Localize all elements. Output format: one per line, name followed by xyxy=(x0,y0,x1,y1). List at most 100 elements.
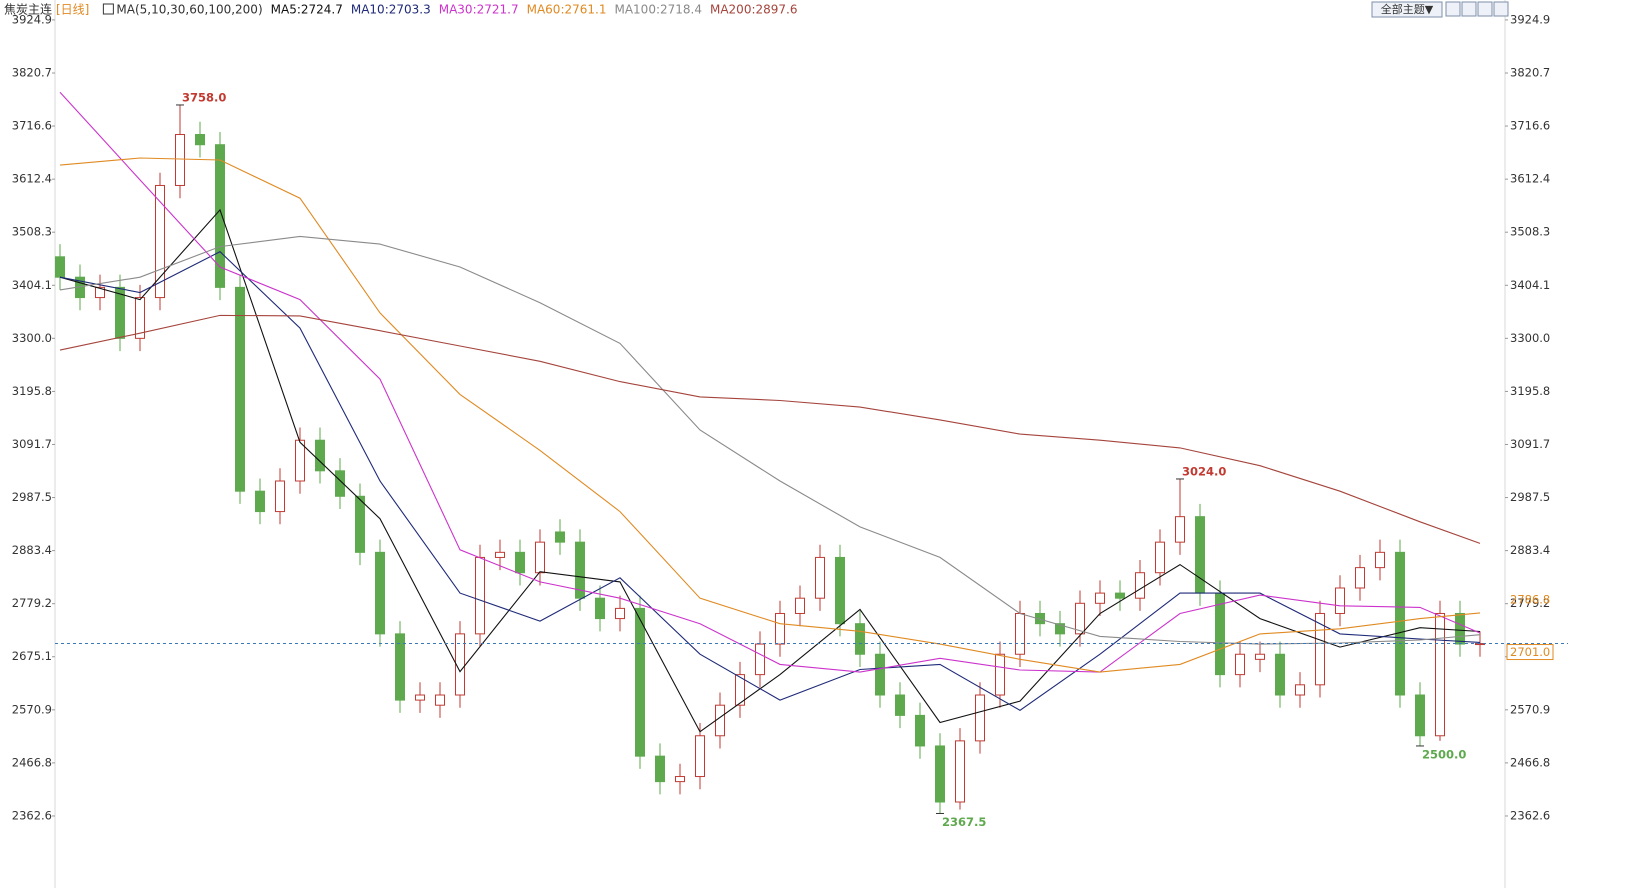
candle-body xyxy=(895,694,905,716)
candle-body xyxy=(1275,653,1285,696)
legend-entry: MA30:2721.7 xyxy=(439,3,519,17)
legend-entry: MA100:2718.4 xyxy=(614,3,702,17)
ma-line xyxy=(59,235,1481,645)
candle-body xyxy=(455,633,465,696)
y-tick-label: 3924.9 xyxy=(1510,12,1550,26)
candle-body xyxy=(55,256,65,278)
candle-body xyxy=(1055,623,1065,635)
y-tick-label: 3300.0 xyxy=(1510,331,1550,345)
y-tick-label: 3404.1 xyxy=(1510,278,1550,292)
y-tick-label: 2362.6 xyxy=(1510,808,1550,822)
candle-body xyxy=(715,704,725,737)
ma-line xyxy=(59,157,1481,673)
y-tick-label: 2570.9 xyxy=(1510,702,1550,716)
theme-button-label[interactable]: 全部主题▼ xyxy=(1381,2,1434,16)
candle-body xyxy=(495,551,505,558)
candle-body xyxy=(355,495,365,553)
candle-body xyxy=(1395,551,1405,696)
y-tick-label: 2675.1 xyxy=(12,649,52,663)
y-tick-label: 2466.8 xyxy=(1510,755,1550,769)
candle-body xyxy=(1035,612,1045,625)
candle-body xyxy=(815,556,825,599)
candle-body xyxy=(635,607,645,757)
last-price-box xyxy=(1506,644,1554,661)
candle-body xyxy=(775,612,785,645)
candle-body xyxy=(155,184,165,299)
y-tick-label: 3508.3 xyxy=(12,225,52,239)
last-price-label: 2701.0 xyxy=(1510,645,1550,659)
candle-body xyxy=(315,439,325,472)
candle-body xyxy=(835,556,845,625)
candle-body xyxy=(95,286,105,299)
candle-body xyxy=(955,740,965,803)
candle-body xyxy=(695,735,705,778)
candle-body xyxy=(575,541,585,599)
tool-icon[interactable] xyxy=(1461,1,1477,17)
theme-button[interactable] xyxy=(1371,1,1443,18)
candle-body xyxy=(675,776,685,783)
candle-body xyxy=(1095,592,1105,604)
y-tick-label: 2362.6 xyxy=(12,808,52,822)
candle-body xyxy=(995,653,1005,696)
y-tick-label: 2987.5 xyxy=(12,490,52,504)
candle-body xyxy=(1015,612,1025,655)
y-tick-label: 3404.1 xyxy=(12,278,52,292)
tool-icon[interactable] xyxy=(1477,1,1493,17)
y-tick-label: 2987.5 xyxy=(1510,490,1550,504)
candle-body xyxy=(295,439,305,482)
extreme-label: 2500.0 xyxy=(1422,747,1466,761)
y-tick-label: 3195.8 xyxy=(12,384,52,398)
extreme-label: 2367.5 xyxy=(942,815,986,829)
candle-body xyxy=(595,597,605,620)
candle-body xyxy=(275,480,285,513)
candle-body xyxy=(795,597,805,614)
candle-body xyxy=(1175,516,1185,543)
candle-body xyxy=(1195,516,1205,594)
candle-body xyxy=(195,134,205,146)
candle-body xyxy=(115,286,125,339)
candle-body xyxy=(975,694,985,742)
candle-body xyxy=(655,755,665,783)
candle-body xyxy=(435,694,445,706)
y-tick-label: 2779.2 xyxy=(1510,596,1550,610)
y-tick-label: 3820.7 xyxy=(12,66,52,80)
candle-body xyxy=(235,286,245,492)
extreme-label: 3024.0 xyxy=(1182,464,1226,478)
candle-body xyxy=(175,134,185,186)
candle-body xyxy=(1295,684,1305,696)
header: 焦炭主连 [日线] MA(5,10,30,60,100,200) MA5:2724… xyxy=(4,2,797,17)
y-tick-label: 3612.4 xyxy=(1510,172,1550,186)
candle-body xyxy=(1435,612,1445,737)
tool-icon[interactable] xyxy=(1493,1,1509,17)
candle-body xyxy=(395,633,405,701)
candle-body xyxy=(1075,602,1085,635)
chart-title: 焦炭主连 xyxy=(4,2,52,17)
legend-entry: MA60:2761.1 xyxy=(527,3,607,17)
candle-body xyxy=(535,541,545,574)
tool-icon[interactable] xyxy=(1445,1,1461,17)
candle-body xyxy=(375,551,385,635)
ma-line xyxy=(59,91,1481,673)
indicator: MA(5,10,30,60,100,200) xyxy=(116,3,262,17)
candle-body xyxy=(255,490,265,513)
y-tick-label: 2883.4 xyxy=(1510,543,1550,557)
candle-body xyxy=(935,745,945,803)
candle-body xyxy=(135,297,145,339)
ma-tag: 2786.8 xyxy=(1510,592,1550,606)
y-tick-label: 2779.2 xyxy=(12,596,52,610)
y-tick-label: 3091.7 xyxy=(1510,437,1550,451)
y-tick-label: 2466.8 xyxy=(12,755,52,769)
candle-body xyxy=(475,556,485,635)
candle-body xyxy=(1155,541,1165,574)
ma-line xyxy=(59,314,1481,544)
y-tick-label: 3300.0 xyxy=(12,331,52,345)
legend-entry: MA200:2897.6 xyxy=(710,3,798,17)
ma-line xyxy=(59,251,1481,711)
period: [日线] xyxy=(56,3,89,17)
candle-body xyxy=(915,714,925,747)
candle-body xyxy=(855,623,865,655)
candle-body xyxy=(555,531,565,543)
candle-body xyxy=(1455,612,1465,645)
indicator-icon[interactable] xyxy=(102,3,114,15)
